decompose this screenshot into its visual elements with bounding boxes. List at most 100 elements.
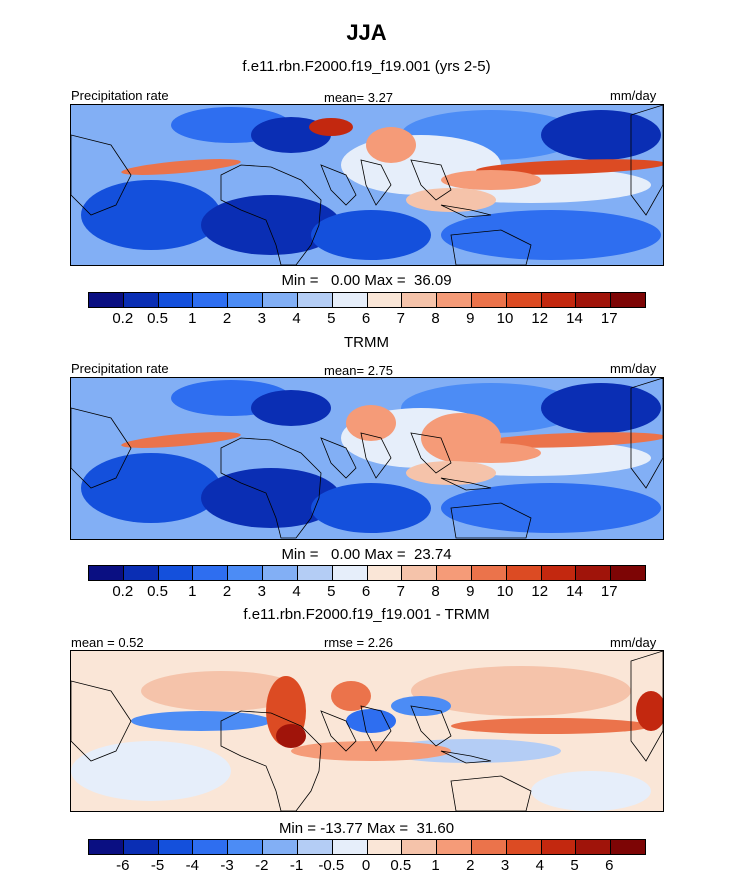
coastline: [440, 204, 492, 218]
panel-2-left-label: Precipitation rate: [71, 361, 169, 376]
colorbar-tick-label: 2: [222, 310, 232, 327]
coastline: [320, 710, 357, 752]
panel-3-colorbar: [88, 839, 646, 855]
panel-2-minmax: Min = 0.00 Max = 23.74: [281, 546, 452, 563]
field-region: [346, 405, 396, 441]
colorbar-tick-label: 17: [600, 310, 618, 327]
colorbar-tick-label: 0.5: [147, 310, 168, 327]
colorbar-tick-label: -3: [220, 857, 234, 874]
coastline: [440, 750, 492, 764]
colorbar-swatch: [228, 566, 264, 580]
coastline: [360, 159, 392, 206]
colorbar-tick-label: 12: [531, 583, 549, 600]
coastline: [220, 710, 322, 811]
colorbar-tick-label: 1: [431, 857, 440, 874]
colorbar-swatch: [611, 293, 645, 307]
colorbar-tick-label: 4: [292, 583, 301, 600]
colorbar-tick-label: 1: [188, 583, 197, 600]
coastline: [220, 164, 322, 265]
colorbar-swatch: [367, 566, 403, 580]
colorbar-swatch: [123, 840, 159, 854]
colorbar-tick-label: 4: [535, 857, 544, 874]
colorbar-swatch: [123, 293, 159, 307]
panel-2-mean-label: mean= 2.75: [324, 363, 394, 378]
coastline: [320, 164, 357, 206]
coastline: [410, 705, 452, 747]
colorbar-tick-label: 3: [257, 310, 266, 327]
colorbar-tick-label: 5: [327, 310, 336, 327]
coastline: [71, 680, 132, 762]
field-region: [201, 468, 341, 528]
panel-3-units-label: mm/day: [610, 635, 657, 650]
colorbar-tick-label: 2: [222, 583, 232, 600]
field-region: [541, 110, 661, 160]
colorbar-tick-label: 8: [431, 583, 440, 600]
colorbar-swatch: [541, 566, 577, 580]
colorbar-tick-label: 6: [361, 310, 371, 327]
coastline: [630, 651, 663, 762]
panel-2-units-label: mm/day: [610, 361, 657, 376]
coastline: [220, 437, 322, 539]
colorbar-swatch: [263, 293, 298, 307]
colorbar-swatch: [367, 293, 403, 307]
panel-1-map: [70, 104, 664, 266]
colorbar-swatch: [576, 840, 612, 854]
colorbar-tick-label: 14: [566, 583, 583, 600]
field-region: [291, 741, 451, 761]
colorbar-swatch: [332, 840, 368, 854]
field-region: [476, 159, 663, 175]
panel-1-colorbar-labels: 0.2 0.5 1 2 3 4 5 6 7 8 9 10 12 14 17: [88, 310, 644, 328]
field-region: [276, 724, 306, 748]
field-region: [441, 483, 661, 533]
field-region: [121, 159, 241, 175]
colorbar-tick-label: 10: [496, 310, 514, 327]
field-region: [406, 188, 496, 212]
panel-2-colorbar: [88, 565, 646, 581]
panel-3-map: [70, 650, 664, 812]
colorbar-swatch: [402, 293, 438, 307]
colorbar-tick-label: 6: [605, 857, 614, 874]
colorbar-tick-label: 5: [327, 583, 336, 600]
colorbar-swatch: [158, 566, 194, 580]
field-region: [636, 691, 663, 731]
colorbar-swatch: [332, 293, 368, 307]
panel-2-map: [70, 377, 664, 540]
colorbar-swatch: [576, 293, 612, 307]
panel-1-colorbar: [88, 292, 646, 308]
field-region: [311, 483, 431, 533]
panel-3-mean-label: mean = 0.52: [71, 635, 144, 650]
coastline: [410, 432, 452, 474]
colorbar-swatch: [89, 840, 124, 854]
colorbar-tick-label: 3: [257, 583, 266, 600]
panel-2-title: TRMM: [344, 334, 389, 351]
panel-1-left-label: Precipitation rate: [71, 88, 169, 103]
field-region: [251, 390, 331, 426]
colorbar-swatch: [611, 566, 645, 580]
coastline: [450, 502, 532, 539]
field-region: [121, 432, 241, 448]
colorbar-swatch: [437, 840, 472, 854]
colorbar-tick-label: 5: [570, 857, 579, 874]
panel-1-mean-label: mean= 3.27: [324, 90, 394, 105]
colorbar-swatch: [228, 293, 264, 307]
colorbar-swatch: [471, 840, 507, 854]
field-region: [309, 118, 353, 136]
field-region: [141, 671, 301, 711]
colorbar-tick-label: -0.5: [318, 857, 345, 874]
colorbar-swatch: [193, 293, 229, 307]
field-region: [131, 711, 271, 731]
field-region: [441, 170, 541, 190]
colorbar-swatch: [158, 293, 194, 307]
colorbar-swatch: [576, 566, 612, 580]
field-region: [451, 718, 651, 734]
colorbar-swatch: [89, 293, 124, 307]
panel-2-colorbar-labels: 0.2 0.5 1 2 3 4 5 6 7 8 9 10 12 14 17: [88, 583, 644, 601]
field-region: [366, 127, 416, 163]
colorbar-tick-label: 7: [396, 583, 405, 600]
colorbar-swatch: [193, 840, 229, 854]
colorbar-swatch: [332, 566, 368, 580]
coastline: [360, 432, 392, 479]
colorbar-tick-label: -5: [150, 857, 165, 874]
panel-3-rmse-label: rmse = 2.26: [324, 635, 394, 650]
field-region: [411, 666, 631, 716]
